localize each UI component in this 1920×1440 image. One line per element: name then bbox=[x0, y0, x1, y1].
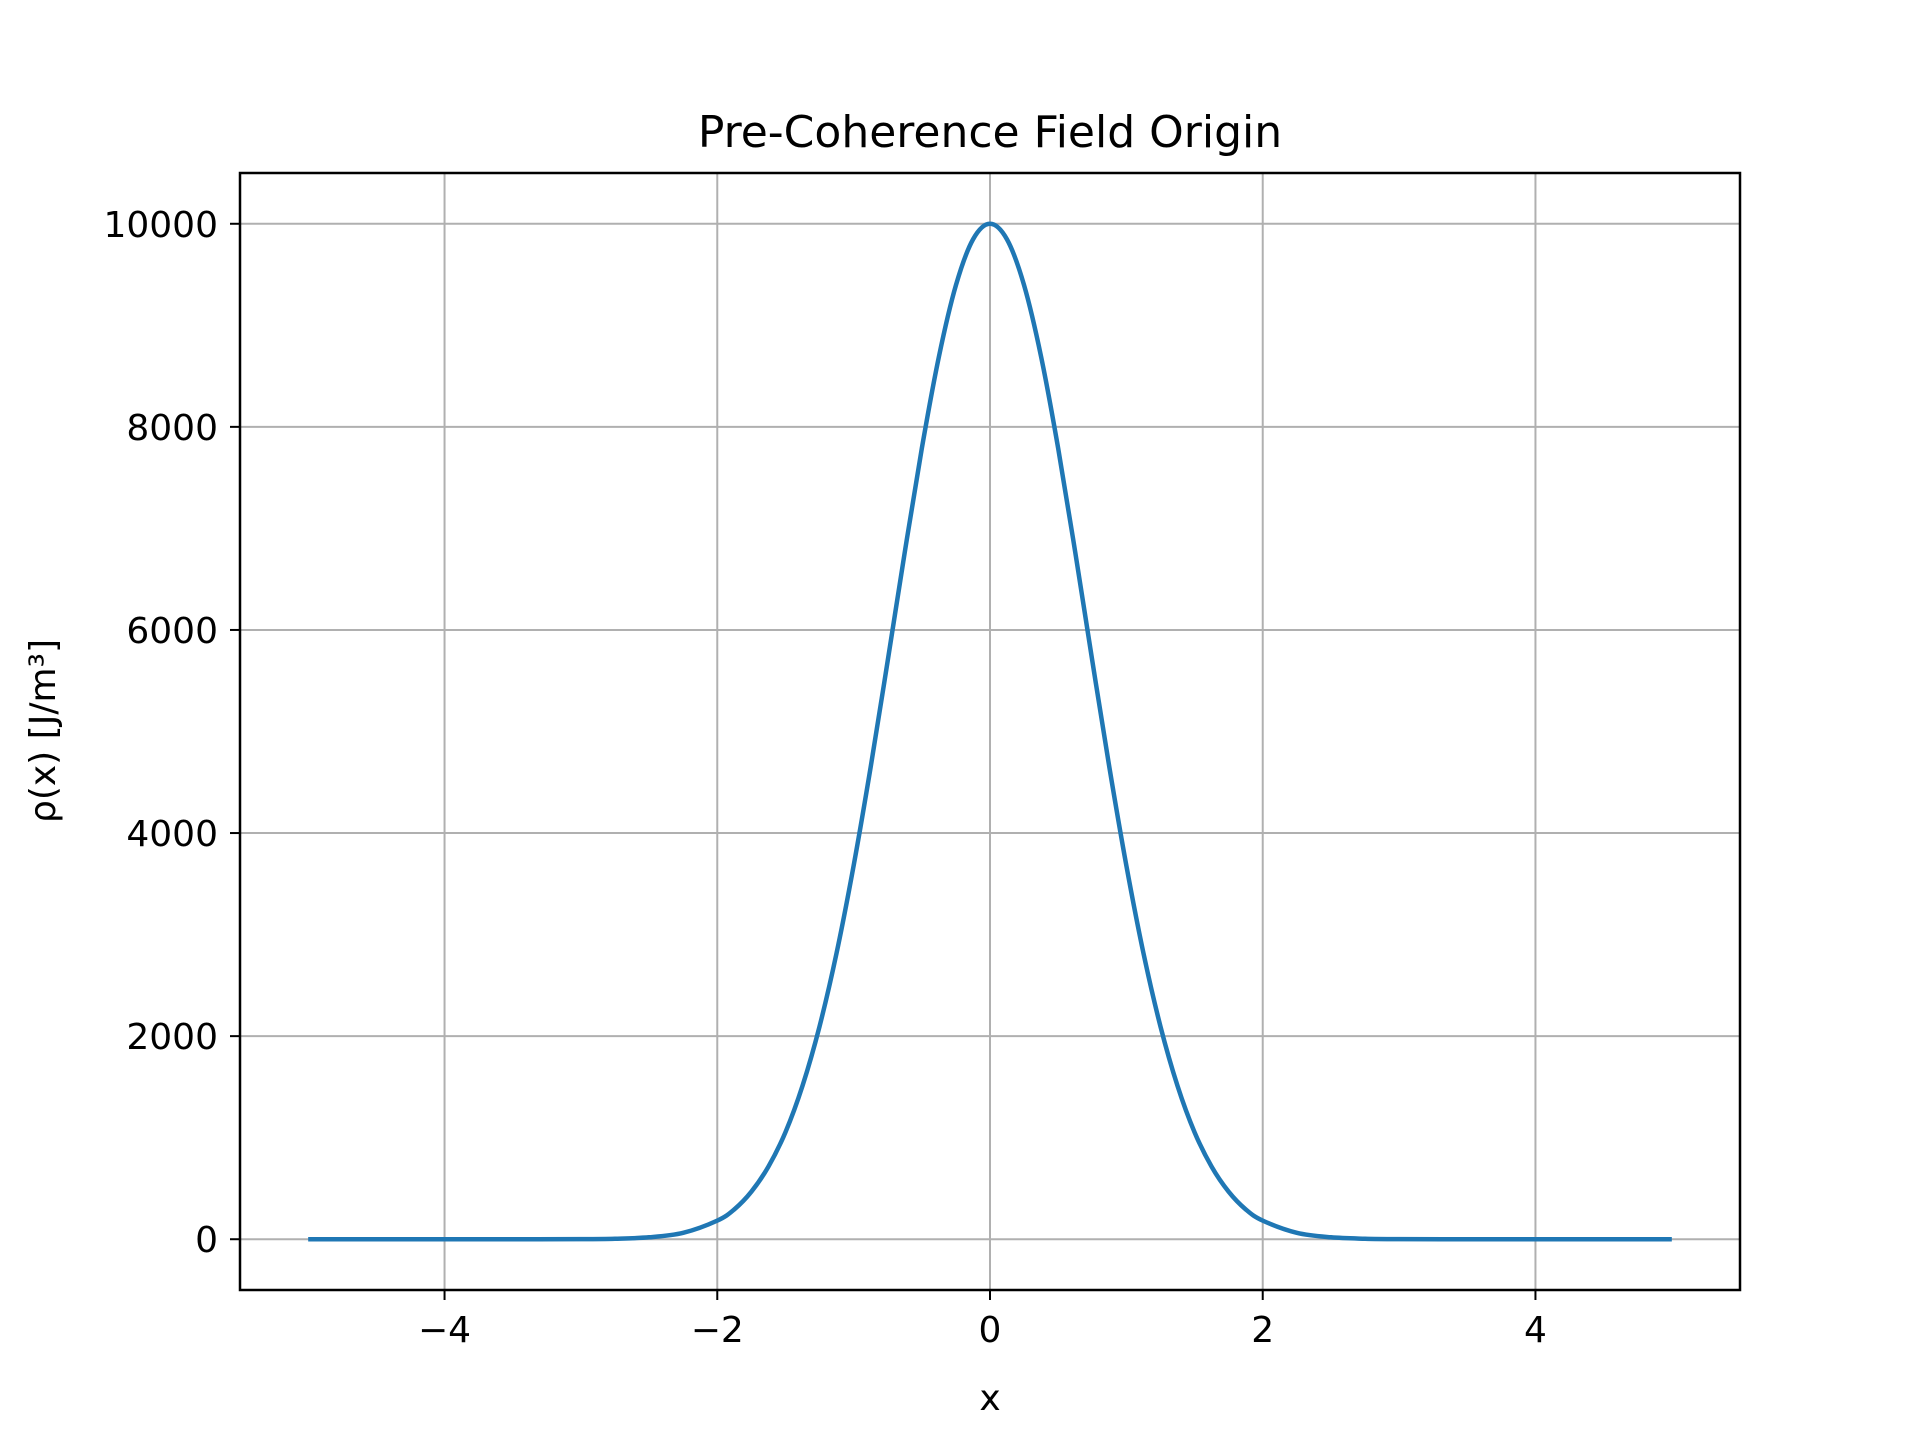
y-tick-label: 2000 bbox=[126, 1017, 218, 1058]
x-tick-label: 4 bbox=[1524, 1310, 1547, 1351]
x-tick-label: −2 bbox=[691, 1310, 744, 1351]
series-line-0 bbox=[308, 221, 1672, 1242]
x-tick-label: 2 bbox=[1251, 1310, 1274, 1351]
y-axis-title: ρ(x) [J/m³] bbox=[23, 639, 64, 823]
y-tick-label: 10000 bbox=[103, 205, 218, 246]
series-layer bbox=[308, 221, 1672, 1242]
y-tick-label: 6000 bbox=[126, 611, 218, 652]
x-tick-label: 0 bbox=[979, 1310, 1002, 1351]
y-tick-label: 4000 bbox=[126, 814, 218, 855]
x-axis-title: x bbox=[979, 1378, 1000, 1419]
y-tick-label: 8000 bbox=[126, 408, 218, 449]
chart-title: Pre-Coherence Field Origin bbox=[698, 107, 1282, 158]
ticks: −4 −2 0 2 4 0 2000 4000 6000 8000 10000 bbox=[103, 205, 1546, 1351]
x-tick-label: −4 bbox=[418, 1310, 471, 1351]
y-tick-label: 0 bbox=[195, 1220, 218, 1261]
